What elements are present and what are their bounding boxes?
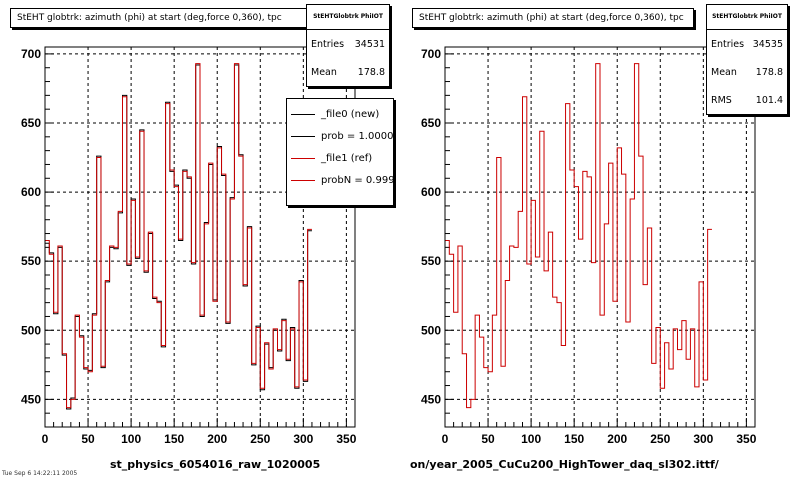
chart-1-x-tick-label: 250: [250, 432, 270, 446]
chart-2-x-tick-label: 300: [693, 432, 713, 446]
stats-label: Mean: [311, 66, 337, 78]
chart-1-x-tick-label: 300: [293, 432, 313, 446]
stats-value: 178.8: [357, 66, 385, 78]
panel-2-title: StEHT globtrk: azimuth (phi) at start (d…: [412, 8, 694, 28]
legend-entry-prob: prob = 1.000000: [287, 125, 393, 147]
legend-line-black: [291, 113, 315, 115]
chart-1-y-tick-label: 600: [21, 185, 41, 199]
chart-1-x-tick-label: 150: [164, 432, 184, 446]
legend-entry-file0: _file0 (new): [287, 103, 393, 125]
panel-1-stats-box: StEHTGlobtrk PhiIOT Entries 34531 Mean 1…: [306, 4, 390, 87]
chart-1-x-tick-label: 200: [207, 432, 227, 446]
legend-label: _file1 (ref): [321, 152, 373, 164]
chart-1-y-tick-label: 550: [21, 254, 41, 268]
chart-2-x-tick-label: 350: [736, 432, 756, 446]
chart-1-y-tick-label: 500: [21, 323, 41, 337]
legend-line-red: [291, 179, 315, 181]
chart-2-y-tick-label: 650: [421, 116, 441, 130]
chart-2-y-tick-label: 450: [421, 392, 441, 406]
chart-2-y-tick-label: 700: [421, 47, 441, 61]
stats-row: Mean 178.8: [307, 58, 389, 86]
chart-1-x-tick-label: 0: [42, 432, 49, 446]
chart-1-x-tick-label: 100: [121, 432, 141, 446]
chart-1-x-tick-label: 50: [81, 432, 95, 446]
chart-2-x-tick-label: 50: [481, 432, 495, 446]
chart-2-plot-frame: [444, 46, 756, 428]
panel-2-caption: on/year_2005_CuCu200_HighTower_daq_sl302…: [410, 458, 719, 471]
stats-title: StEHTGlobtrk PhiIOT: [307, 5, 389, 30]
chart-1-y-tick-label: 450: [21, 392, 41, 406]
legend-line-black: [291, 135, 315, 137]
chart-2-x-tick-label: 150: [564, 432, 584, 446]
chart-2-y-tick-label: 500: [421, 323, 441, 337]
panel-1-title: StEHT globtrk: azimuth (phi) at start (d…: [10, 8, 310, 28]
legend-label: _file0 (new): [321, 108, 380, 120]
footer-timestamp: Tue Sep 6 14:22:11 2005: [2, 470, 78, 477]
chart-2-x-tick-label: 0: [442, 432, 449, 446]
stats-label: Entries: [711, 38, 745, 50]
stats-row: RMS 101.4: [707, 86, 787, 114]
panel-1-legend: _file0 (new) prob = 1.000000 _file1 (ref…: [286, 98, 394, 206]
chart-2-series-1-histogram: [445, 63, 712, 409]
chart-1-y-tick-label: 650: [21, 116, 41, 130]
legend-label: prob = 1.000000: [321, 130, 394, 142]
chart-2-x-tick-label: 100: [521, 432, 541, 446]
chart-2-x-tick-label: 250: [650, 432, 670, 446]
chart-2-y-tick-label: 550: [421, 254, 441, 268]
chart-1-series-2-histogram: [45, 63, 312, 409]
stats-row: Entries 34535: [707, 30, 787, 58]
chart-2-x-tick-label: 200: [607, 432, 627, 446]
stats-label: RMS: [711, 94, 732, 106]
legend-line-red: [291, 157, 315, 159]
panel-2-stats-box: StEHTGlobtrk PhiIOT Entries 34535 Mean 1…: [706, 4, 788, 115]
legend-entry-probn: probN = 0.999927: [287, 169, 393, 191]
stats-row: Mean 178.8: [707, 58, 787, 86]
stats-label: Mean: [711, 66, 737, 78]
stats-value: 101.4: [755, 94, 783, 106]
stats-title: StEHTGlobtrk PhiIOT: [707, 5, 787, 30]
legend-label: probN = 0.999927: [321, 174, 394, 186]
stats-value: 178.8: [755, 66, 783, 78]
stats-value: 34535: [752, 38, 783, 50]
stats-row: Entries 34531: [307, 30, 389, 58]
chart-1-plot-frame: [44, 46, 356, 428]
stats-label: Entries: [311, 38, 345, 50]
chart-1-y-tick-label: 700: [21, 47, 41, 61]
legend-entry-file1: _file1 (ref): [287, 147, 393, 169]
chart-2-y-tick-label: 600: [421, 185, 441, 199]
chart-1-x-tick-label: 350: [336, 432, 356, 446]
stats-value: 34531: [354, 38, 385, 50]
panel-1-caption: st_physics_6054016_raw_1020005: [110, 458, 321, 471]
